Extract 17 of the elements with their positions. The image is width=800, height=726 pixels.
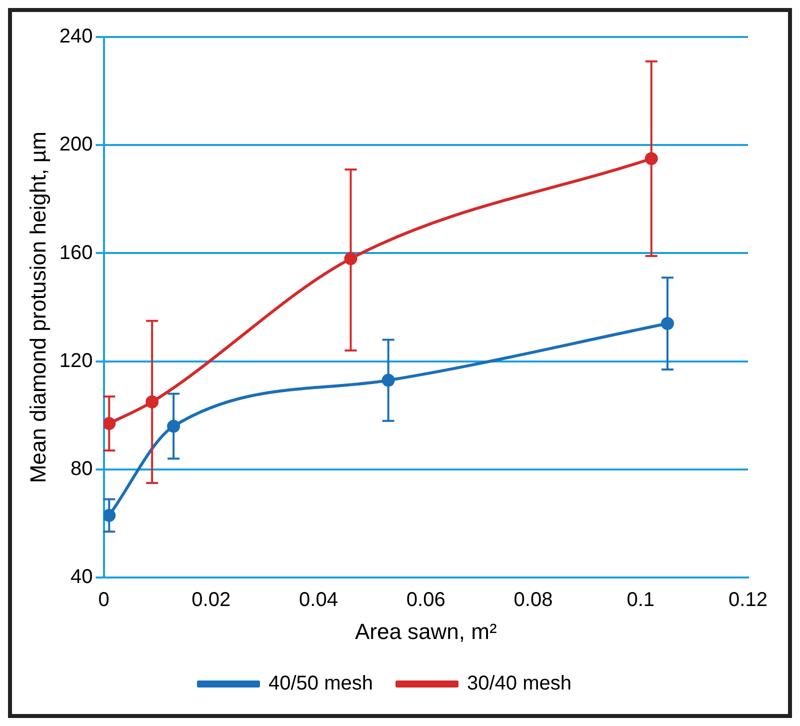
y-tick-label: 160 bbox=[59, 242, 93, 264]
x-tick-label: 0.02 bbox=[192, 589, 231, 612]
x-tick-label: 0 bbox=[98, 589, 110, 612]
x-tick-label: 0.08 bbox=[514, 589, 553, 612]
y-tick-label: 80 bbox=[70, 458, 93, 480]
x-tick-label: 0.06 bbox=[406, 589, 446, 612]
x-tick-label: 0.12 bbox=[728, 589, 768, 612]
legend-label: 30/40 mesh bbox=[467, 672, 572, 695]
y-tick-label: 240 bbox=[59, 26, 93, 48]
x-tick-label: 0.1 bbox=[626, 589, 655, 612]
x-axis-title: Area sawn, m² bbox=[354, 618, 497, 644]
y-tick-label: 200 bbox=[59, 134, 93, 156]
y-tick-label: 120 bbox=[59, 350, 93, 372]
x-tick-label: 0.04 bbox=[299, 589, 338, 612]
y-tick-label: 40 bbox=[70, 566, 93, 588]
legend-label: 40/50 mesh bbox=[268, 672, 374, 695]
y-axis-title: Mean diamond protusion height, µm bbox=[25, 132, 50, 484]
